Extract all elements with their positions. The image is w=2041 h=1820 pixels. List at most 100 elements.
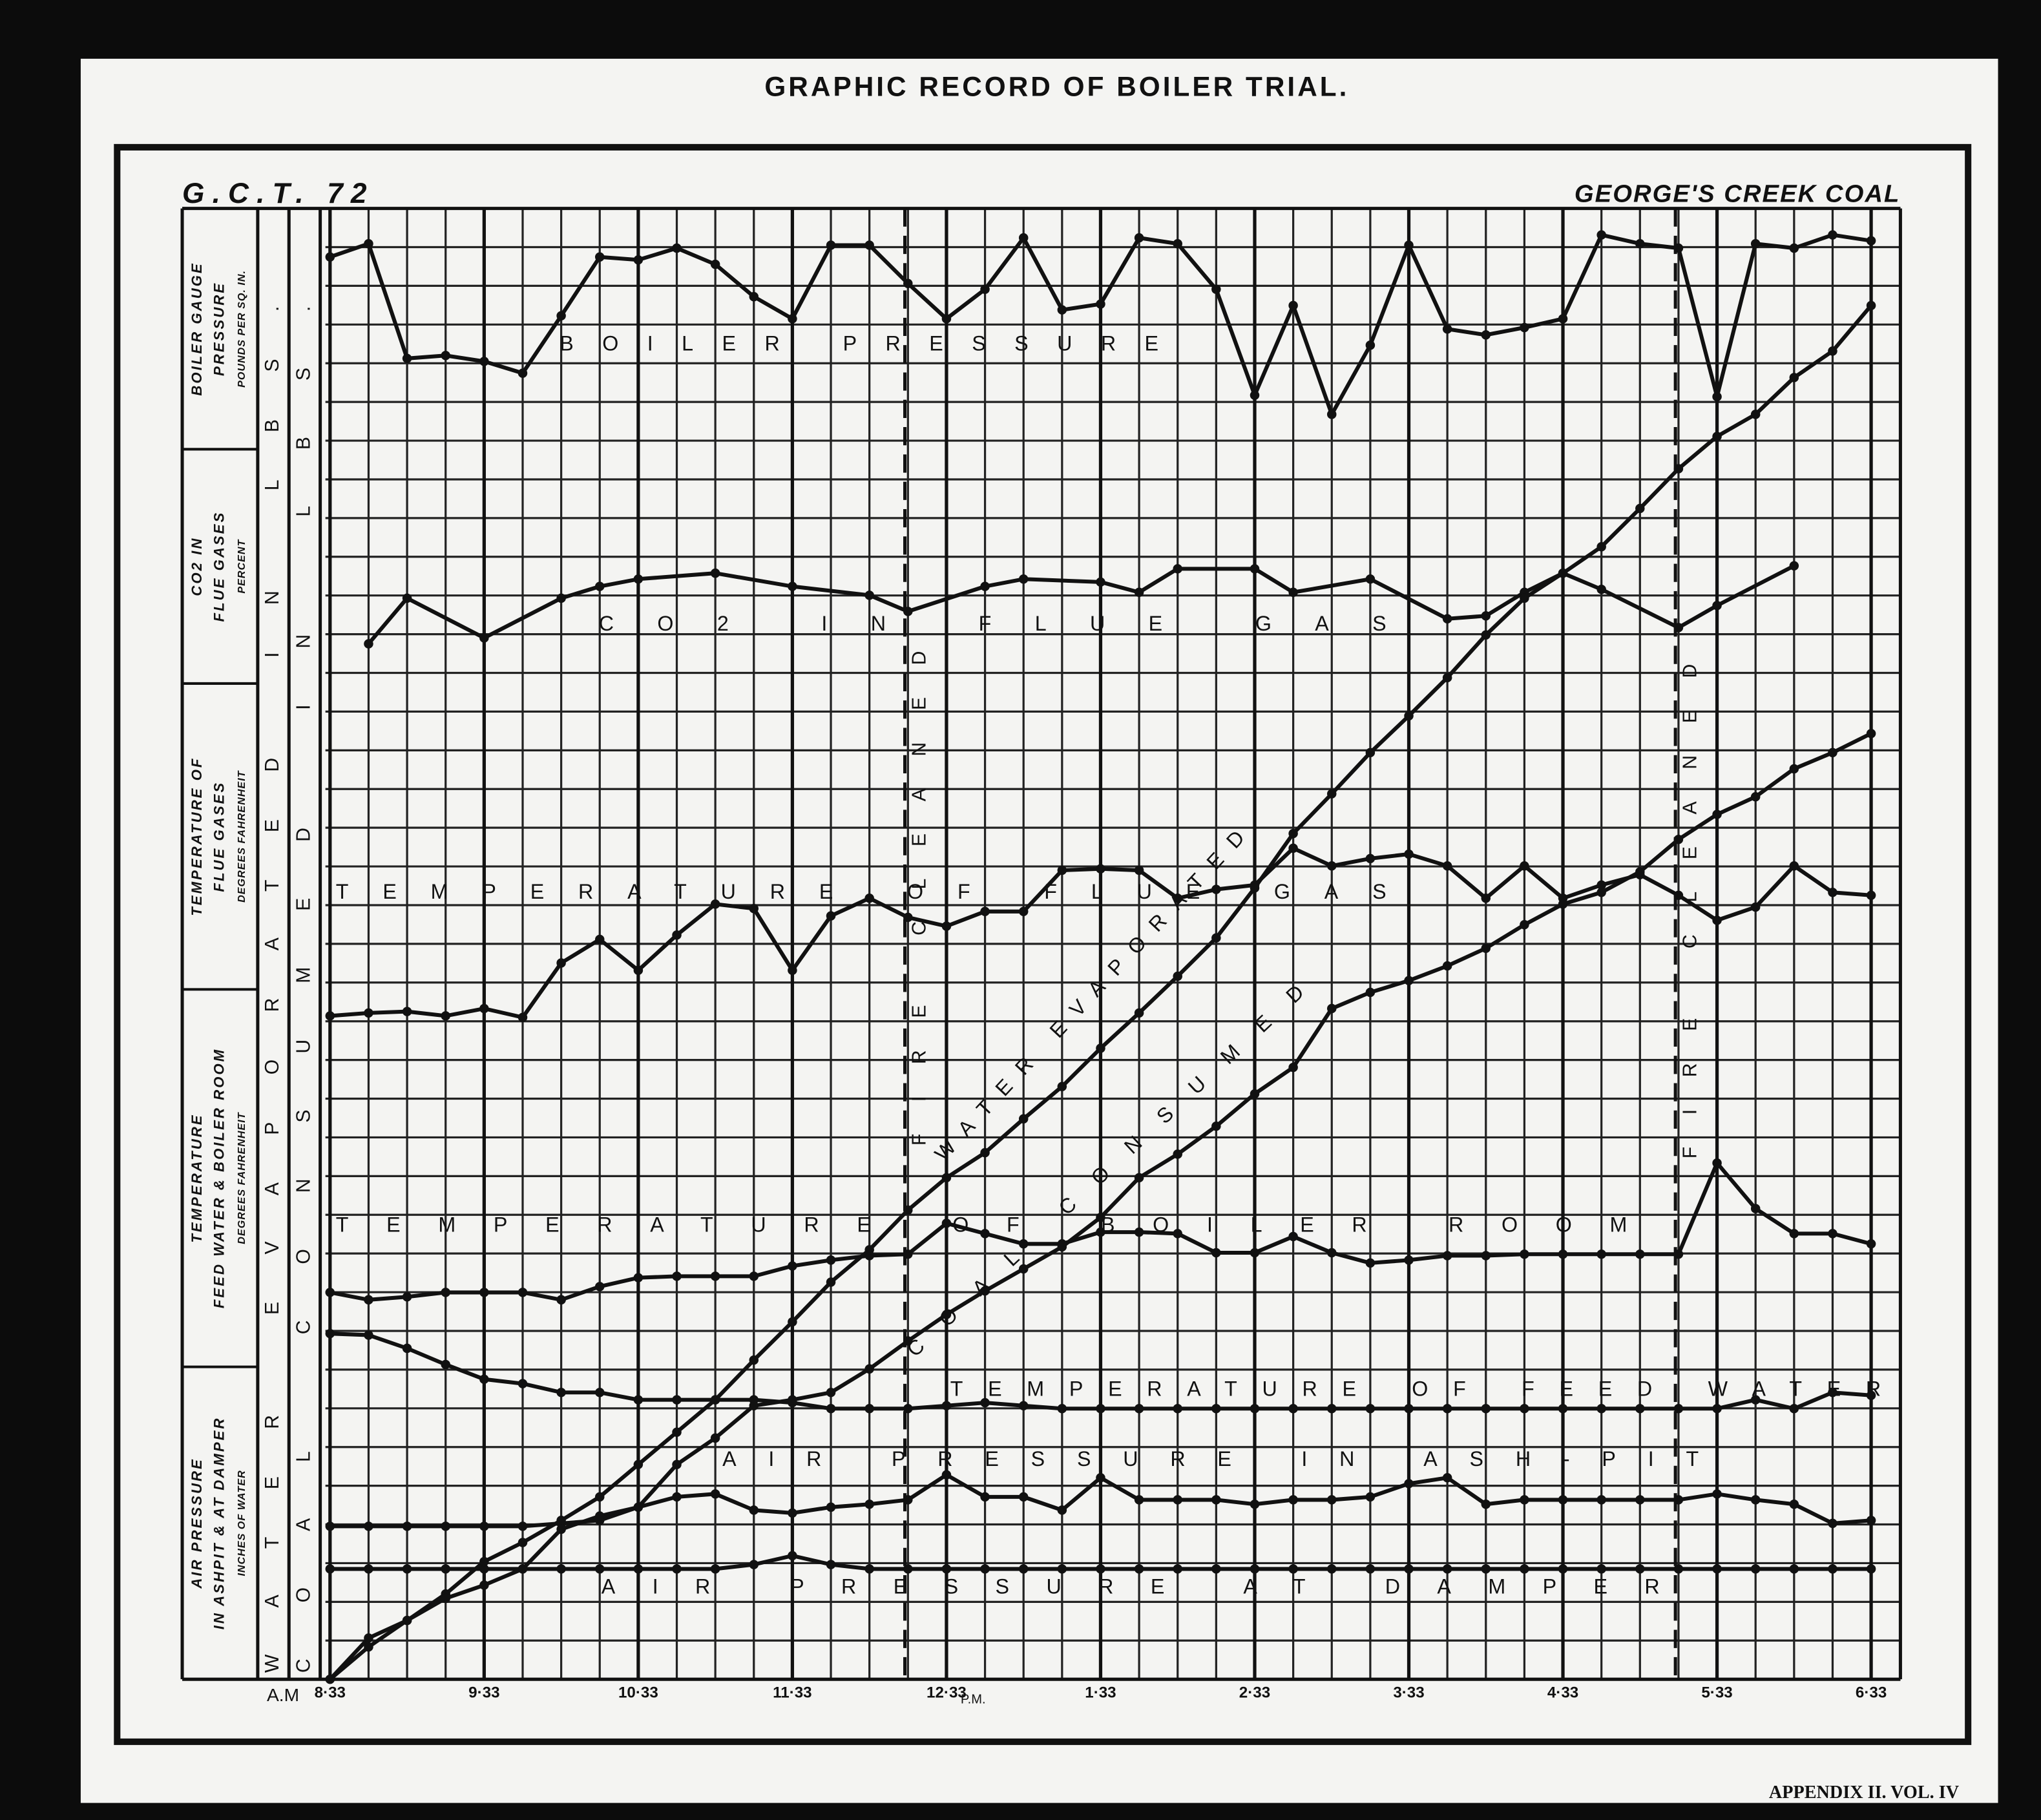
data-point — [1404, 976, 1414, 986]
band-label: IN ASHPIT & AT DAMPER — [211, 1417, 227, 1630]
data-point — [594, 934, 605, 945]
data-point — [1211, 1495, 1221, 1505]
data-point — [1520, 1495, 1529, 1505]
data-point — [1828, 1518, 1837, 1529]
x-tick-label: 1·33 — [1085, 1684, 1116, 1702]
x-tick-label: 9·33 — [468, 1684, 499, 1702]
data-point — [1057, 1564, 1067, 1574]
data-point — [1520, 593, 1529, 603]
data-point — [1211, 284, 1221, 295]
data-point — [325, 252, 335, 262]
data-point — [1326, 1564, 1337, 1574]
data-point — [1096, 1213, 1105, 1222]
data-point — [1673, 623, 1684, 633]
data-point — [710, 1564, 720, 1574]
data-point — [941, 1470, 952, 1480]
data-point — [1866, 1564, 1876, 1574]
data-point — [1442, 1251, 1452, 1260]
data-point — [1211, 1404, 1221, 1414]
data-point — [1250, 1404, 1260, 1414]
data-point — [364, 1633, 373, 1643]
data-point — [1173, 238, 1182, 249]
data-point — [1828, 748, 1837, 758]
data-point — [1365, 987, 1376, 998]
data-point — [1712, 1404, 1722, 1414]
data-point — [1481, 630, 1491, 640]
data-point — [864, 894, 874, 903]
data-point — [672, 243, 682, 253]
data-point — [710, 1489, 720, 1499]
data-point — [1057, 865, 1067, 875]
chart-title: GRAPHIC RECORD OF BOILER TRIAL. — [764, 71, 1349, 101]
data-point — [325, 1288, 335, 1297]
data-point — [1828, 887, 1837, 897]
band-label: DEGREES FAHRENHEIT — [236, 1112, 247, 1244]
data-point — [1134, 233, 1144, 243]
data-point — [980, 1492, 990, 1502]
data-point — [1365, 1564, 1376, 1574]
band-label: PERCENT — [236, 539, 247, 593]
data-point — [479, 357, 489, 366]
data-point — [325, 1328, 335, 1339]
data-point — [633, 574, 644, 584]
data-point — [518, 1564, 528, 1574]
data-point — [1481, 330, 1491, 340]
x-tick-label: 12·33 — [926, 1684, 967, 1702]
data-point — [672, 1395, 682, 1405]
data-point — [1596, 541, 1606, 552]
data-point — [594, 1511, 605, 1521]
data-point — [941, 1173, 952, 1183]
data-point — [1096, 577, 1105, 587]
data-point — [1558, 1404, 1568, 1414]
data-point — [441, 1522, 450, 1531]
data-point — [1442, 1404, 1452, 1414]
band-label: FLUE GASES — [211, 781, 227, 892]
data-point — [1789, 373, 1799, 382]
data-point — [903, 1564, 913, 1574]
data-point — [1828, 1229, 1837, 1239]
data-point — [1635, 238, 1645, 249]
data-point — [1173, 564, 1182, 574]
data-point — [364, 1564, 373, 1574]
data-point — [402, 1564, 412, 1574]
data-point — [788, 581, 797, 591]
data-point — [1481, 1500, 1491, 1509]
data-point — [1866, 729, 1876, 738]
data-point — [1134, 865, 1144, 875]
band-label: CO2 IN — [189, 537, 205, 596]
data-point — [826, 1277, 836, 1287]
data-point — [1712, 1489, 1722, 1499]
data-point — [1712, 1158, 1722, 1168]
data-point — [1866, 1239, 1876, 1249]
data-point — [1404, 1564, 1414, 1574]
data-point — [1404, 240, 1414, 250]
data-point — [826, 911, 836, 921]
data-point — [1635, 503, 1645, 514]
data-point — [1558, 899, 1568, 909]
data-point — [1057, 1505, 1067, 1515]
data-point — [1250, 1564, 1260, 1574]
data-point — [441, 1011, 450, 1021]
data-point — [1057, 305, 1067, 315]
data-point — [1712, 601, 1722, 611]
data-point — [1828, 230, 1837, 240]
data-point — [1442, 673, 1452, 683]
data-point — [402, 593, 412, 603]
data-point — [518, 1522, 528, 1531]
x-tick-label: 3·33 — [1393, 1684, 1424, 1702]
data-point — [594, 1492, 605, 1502]
data-point — [710, 259, 720, 269]
data-point — [1096, 1473, 1105, 1483]
data-point — [633, 965, 644, 976]
data-point — [518, 1538, 528, 1547]
data-point — [1288, 1231, 1298, 1242]
data-point — [749, 1401, 759, 1410]
data-point — [1635, 1249, 1645, 1259]
data-point — [903, 1495, 913, 1505]
data-point — [518, 1288, 528, 1297]
data-point — [1404, 849, 1414, 859]
data-point — [1134, 1564, 1144, 1574]
data-point — [556, 1564, 566, 1574]
data-point — [633, 255, 644, 265]
data-point — [1596, 1564, 1606, 1574]
